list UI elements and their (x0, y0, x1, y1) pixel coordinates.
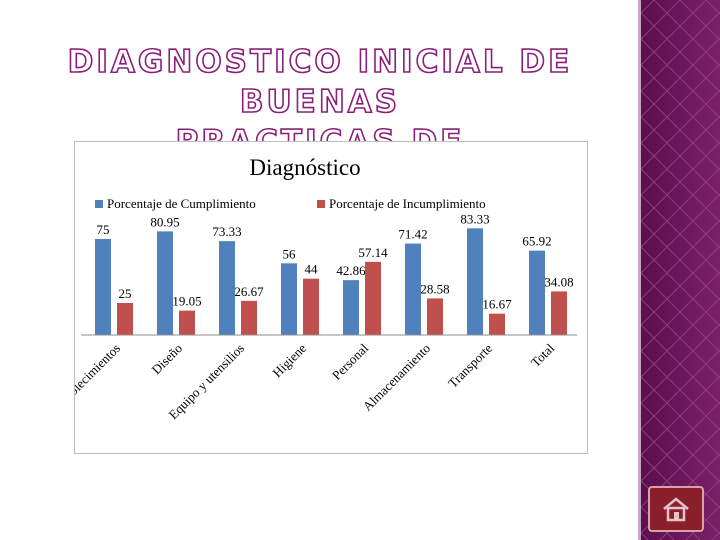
diamond-pattern (641, 0, 720, 540)
data-label-2-2: 19.05 (172, 294, 201, 309)
bar-2-4 (303, 278, 319, 335)
bar-2-5 (365, 261, 381, 335)
bar-1-1 (95, 239, 111, 335)
bar-1-5 (343, 280, 359, 335)
data-label-1-4: 56 (283, 246, 297, 261)
bar-2-6 (427, 298, 443, 335)
data-label-1-6: 71.42 (398, 227, 427, 242)
bar-1-3 (219, 241, 235, 335)
data-label-2-3: 26.67 (234, 284, 264, 299)
bar-2-3 (241, 300, 257, 335)
category-label-7: Transporte (445, 340, 495, 390)
category-label-8: Total (528, 340, 558, 370)
bar-1-7 (467, 228, 483, 335)
data-label-2-8: 34.08 (544, 274, 573, 289)
legend-swatch-1 (95, 200, 103, 208)
category-label-4: Higiene (269, 340, 309, 380)
data-label-1-1: 75 (97, 222, 110, 237)
side-divider (638, 0, 641, 540)
bar-1-6 (405, 243, 421, 335)
bar-2-7 (489, 313, 505, 335)
home-icon (663, 497, 689, 522)
chart-frame: Diagnóstico Porcentaje de Cumplimiento Por… (74, 141, 588, 454)
data-label-2-7: 16.67 (482, 297, 512, 312)
data-label-1-7: 83.33 (460, 211, 489, 226)
category-label-5: Personal (329, 340, 372, 383)
legend-swatch-2 (317, 200, 325, 208)
data-label-2-1: 25 (119, 286, 132, 301)
data-label-1-5: 42.86 (336, 263, 366, 278)
bar-2-8 (551, 291, 567, 335)
category-label-2: Diseño (148, 341, 185, 378)
slide-title-line-1: DIAGNOSTICO INICIAL DE BUENAS (67, 43, 573, 121)
bar-1-4 (281, 263, 297, 335)
category-label-1: Establecimientos (75, 341, 123, 414)
bar-2-1 (117, 303, 133, 335)
data-label-2-4: 44 (305, 262, 319, 277)
bar-1-2 (157, 231, 173, 335)
bar-chart: Diagnóstico Porcentaje de Cumplimiento Por… (75, 155, 577, 422)
side-panel (641, 0, 720, 540)
legend-label-1: Porcentaje de Cumplimiento (107, 196, 256, 211)
chart-title: Diagnóstico (249, 155, 360, 180)
bar-1-8 (529, 250, 545, 335)
data-label-2-6: 28.58 (420, 281, 449, 296)
legend-label-2: Porcentaje de Incumplimiento (329, 196, 486, 211)
home-button[interactable] (648, 486, 704, 532)
data-label-1-2: 80.95 (150, 214, 179, 229)
bar-2-2 (179, 310, 195, 335)
data-label-1-3: 73.33 (212, 224, 241, 239)
category-label-6: Almacenamiento (360, 341, 433, 414)
data-label-2-5: 57.14 (358, 245, 388, 260)
data-label-1-8: 65.92 (522, 234, 551, 249)
